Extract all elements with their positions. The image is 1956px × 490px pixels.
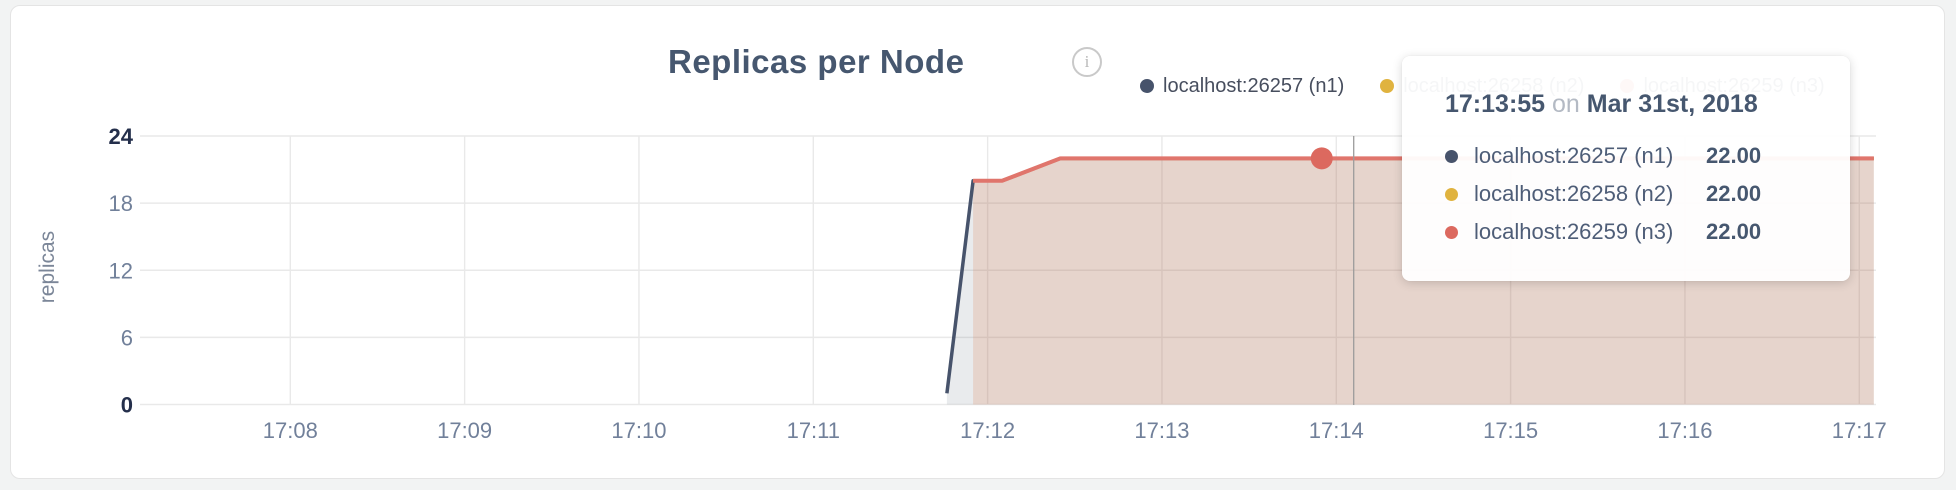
tooltip-row: localhost:26257 (n1) 22.00 <box>1445 137 1820 175</box>
tooltip-series-value: 22.00 <box>1706 143 1762 168</box>
chart-header: Replicas per Node <box>668 44 964 80</box>
highlighted-point[interactable] <box>1310 147 1333 170</box>
hover-tooltip: 17:13:55 on Mar 31st, 2018 localhost:262… <box>1402 56 1850 281</box>
page-title: Replicas per Node <box>668 43 965 80</box>
y-tick-label: 0 <box>121 393 133 418</box>
tooltip-date: Mar 31st, 2018 <box>1586 90 1758 118</box>
tooltip-series-value: 22.00 <box>1706 181 1762 206</box>
tooltip-series-label: localhost:26258 (n2) <box>1474 181 1674 206</box>
x-tick-label: 17:11 <box>787 418 840 443</box>
legend-dot-icon <box>1380 79 1395 93</box>
x-tick-label: 17:12 <box>960 418 1015 443</box>
x-tick-label: 17:09 <box>437 418 492 443</box>
chart-axis-labels: 0 6 12 18 24 17:08 17:09 17:10 17:11 17:12 17:13 17… <box>109 124 1887 443</box>
legend-dot-icon <box>1140 79 1154 93</box>
x-tick-label: 17:16 <box>1657 418 1712 443</box>
tooltip-time: 17:13:55 <box>1445 90 1546 118</box>
x-tick-label: 17:08 <box>263 418 318 443</box>
tooltip-series-dot-icon <box>1445 225 1458 239</box>
tooltip-row: localhost:26258 (n2) 22.00 <box>1445 175 1820 213</box>
y-tick-label: 12 <box>109 258 133 283</box>
y-tick-label: 6 <box>121 325 133 350</box>
x-tick-label: 17:14 <box>1309 418 1364 443</box>
y-axis-title: replicas <box>36 231 59 303</box>
legend-item-n1[interactable]: localhost:26257 (n1) <box>1140 75 1344 98</box>
tooltip-series-dot-icon <box>1445 187 1458 201</box>
tooltip-series-label: localhost:26259 (n3) <box>1474 219 1674 244</box>
y-tick-label: 24 <box>109 124 134 149</box>
x-tick-label: 17:10 <box>611 418 666 443</box>
tooltip-on-word: on <box>1552 90 1580 118</box>
x-tick-label: 17:15 <box>1483 418 1538 443</box>
tooltip-series-label: localhost:26257 (n1) <box>1474 143 1674 168</box>
tooltip-series-dot-icon <box>1445 149 1458 163</box>
x-tick-label: 17:13 <box>1134 418 1189 443</box>
legend-item-label: localhost:26257 (n1) <box>1163 74 1345 97</box>
chart-hover-layer <box>1310 136 1355 405</box>
tooltip-header: 17:13:55 on Mar 31st, 2018 <box>1445 90 1820 119</box>
x-tick-label: 17:17 <box>1832 418 1887 443</box>
tooltip-series-value: 22.00 <box>1706 219 1762 244</box>
y-tick-label: 18 <box>109 191 133 216</box>
tooltip-row: localhost:26259 (n3) 22.00 <box>1445 213 1820 251</box>
tooltip-rows: localhost:26257 (n1) 22.00 localhost:26258… <box>1445 137 1820 251</box>
info-icon[interactable]: i <box>1072 47 1102 77</box>
